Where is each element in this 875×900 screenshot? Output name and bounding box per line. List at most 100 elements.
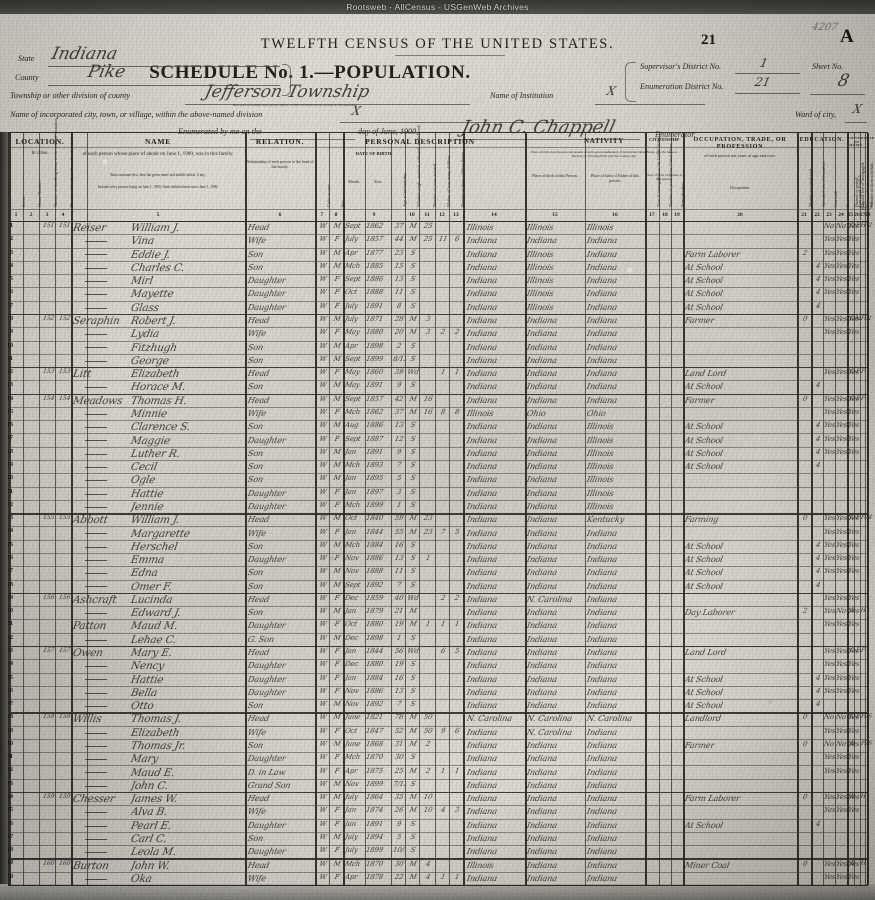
table-cell: Indiana [586,354,618,365]
ditto-dash [84,480,108,482]
table-cell: At School [684,700,724,711]
table-cell: Indiana [526,500,558,511]
table-cell: Yes [847,235,860,244]
table-cell: Indiana [526,739,558,750]
table-cell: 16 [422,407,434,416]
table-cell: S [409,421,417,430]
table-cell: 3 [425,328,431,337]
table-cell: Illinois [526,248,555,259]
table-cell: 4 [815,461,821,470]
table-cell: Wife [247,328,267,339]
table-cell: W [318,540,328,549]
table-cell: Daughter [247,301,287,312]
table-cell: Otto [129,700,155,713]
table-cell: Nov [344,554,360,563]
table-cell: Indiana [586,726,618,737]
column-divider [449,133,450,885]
township-value: Jefferson Township [202,82,372,102]
column-header-vertical: Attended school (months). [821,161,826,207]
table-cell: At School [684,434,724,445]
table-cell: W [318,832,328,841]
table-cell: Indiana [526,354,558,365]
table-cell: Illinois [466,859,495,870]
column-header-vertical: Year of immigration to the United States… [656,136,661,207]
table-cell: Indiana [526,434,558,445]
column-header: LOCATION. [15,137,65,146]
table-cell: Indiana [466,806,498,817]
table-cell: Oct [344,514,358,523]
table-cell: Indiana [466,500,498,511]
table-cell: Indiana [526,567,558,578]
table-cell: M [408,328,418,337]
table-cell: Indiana [526,315,558,326]
table-cell: June [344,713,361,722]
table-cell: W [318,819,328,828]
table-cell: Indiana [586,859,618,870]
ditto-dash [84,745,108,747]
table-cell: July [344,832,359,841]
table-cell: S [409,341,417,350]
table-cell: M [332,859,342,868]
table-cell: Indiana [466,514,498,525]
column-divider [435,133,436,885]
table-cell: May [344,381,361,390]
table-cell: N. Carolina [586,713,634,724]
table-cell: 1 [454,872,460,881]
table-cell: Son [247,739,265,750]
table-cell: Yes [847,673,860,682]
table-cell: 8 [454,407,460,416]
table-cell: Wd [406,647,420,656]
table-cell: Daughter [247,620,287,631]
table-cell: Burton [71,859,110,872]
row-divider [9,725,867,727]
table-cell: 160 [42,859,55,867]
table-cell: Indiana [526,620,558,631]
form-header: TWELFTH CENSUS OF THE UNITED STATES. SCH… [0,14,875,140]
table-cell: Lucinda [129,593,174,606]
table-cell: July [344,315,359,324]
table-cell: Indiana [466,607,498,618]
table-cell: 4 [815,288,821,297]
column-header-vertical: Can write. [845,189,850,207]
column-divider [585,133,586,885]
ditto-dash [84,586,108,588]
row-number: 13 [7,382,13,389]
column-divider [645,133,647,885]
table-cell: Indiana [466,647,498,658]
table-cell: 2 [425,739,431,748]
census-title: TWELFTH CENSUS OF THE UNITED STATES. [260,36,615,52]
table-cell: Mch [344,500,361,509]
table-cell: W [318,341,328,350]
table-cell: June [344,739,361,748]
table-cell: 10 [422,806,434,815]
table-cell: Illinois [586,461,615,472]
table-cell: 1885 [365,261,384,270]
row-divider [9,831,867,833]
row-number: 39 [7,727,13,734]
row-divider [9,433,867,435]
table-cell: F [333,593,341,602]
table-cell: 1886 [365,275,384,284]
table-cell: 39 [393,368,405,377]
table-cell: Indiana [586,315,618,326]
row-divider [9,752,867,754]
table-cell: S [409,487,417,496]
table-cell: 1821 [365,713,384,722]
table-cell: Jennie [129,500,165,513]
row-divider [9,632,867,634]
table-cell: Illinois [586,474,615,485]
table-cell: Indiana [526,806,558,817]
table-cell: S [409,301,417,310]
table-cell: S [409,434,417,443]
table-cell: Indiana [466,753,498,764]
ditto-dash [84,559,108,562]
row-number: 38 [7,714,13,721]
table-cell: 13 [393,554,405,563]
table-cell: Indiana [526,872,558,883]
table-cell: S [409,700,417,709]
row-divider [9,619,867,621]
table-cell: 4 [815,301,821,310]
table-cell: 25 [393,766,405,775]
column-divider [865,133,866,885]
table-cell: Head [247,793,271,804]
